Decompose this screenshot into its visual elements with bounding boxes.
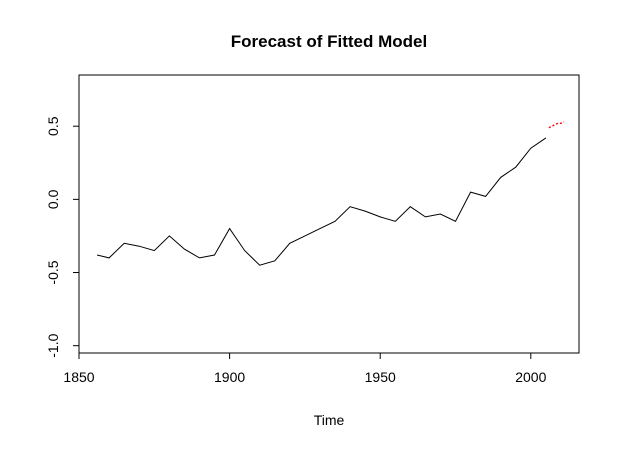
forecast-series-line	[548, 121, 565, 129]
y-tick-label: 0.0	[45, 189, 61, 209]
x-tick-label: 1850	[63, 369, 94, 385]
series-layer	[96, 121, 565, 266]
plot-frame	[78, 74, 580, 354]
chart-title: Forecast of Fitted Model	[231, 32, 427, 51]
x-tick-label: 1950	[365, 369, 396, 385]
temperature-series-line	[96, 137, 547, 266]
x-tick-label: 1900	[214, 369, 245, 385]
y-tick-label: -0.5	[45, 260, 61, 284]
y-tick-label: 0.5	[45, 116, 61, 136]
y-axis: -1.0 -0.5 0.0 0.5	[45, 116, 80, 358]
x-tick-label: 2000	[515, 369, 546, 385]
x-axis: 1850 1900 1950 2000	[63, 352, 547, 385]
y-tick-label: -1.0	[45, 333, 61, 357]
x-axis-label: Time	[314, 412, 345, 428]
